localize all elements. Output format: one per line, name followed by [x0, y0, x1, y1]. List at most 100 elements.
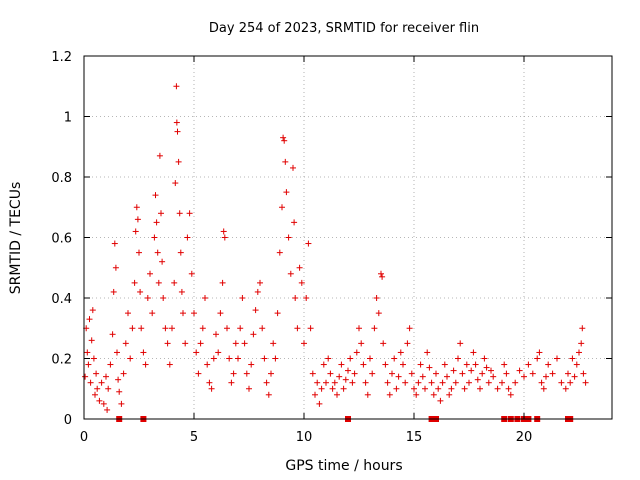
data-point [169, 325, 175, 332]
data-point [140, 349, 147, 356]
data-point [411, 385, 417, 392]
data-point [191, 310, 197, 317]
y-tick-label: 0 [64, 413, 72, 428]
data-point [246, 385, 252, 392]
data-point [164, 340, 171, 347]
data-point [166, 361, 173, 368]
data-point [175, 158, 182, 165]
data-point [338, 361, 345, 368]
data-point [336, 373, 343, 380]
data-point [358, 340, 365, 347]
data-point [173, 83, 180, 90]
data-point [118, 400, 125, 407]
data-point [111, 240, 118, 247]
data-point [296, 264, 303, 271]
data-point [86, 316, 93, 323]
data-point [340, 385, 347, 392]
data-point [579, 325, 586, 332]
data-point [152, 192, 159, 199]
data-point [84, 349, 91, 356]
data-point [160, 295, 167, 301]
data-point [217, 310, 224, 317]
data-point [280, 134, 287, 141]
data-point [499, 379, 505, 386]
data-point [426, 364, 433, 371]
data-point [536, 349, 543, 356]
data-point [380, 340, 387, 347]
data-point [90, 355, 97, 362]
data-point [114, 349, 120, 356]
data-point [294, 325, 301, 332]
data-point [131, 279, 138, 286]
chart-title: Day 254 of 2023, SRMTID for receiver fli… [209, 21, 479, 36]
data-point [137, 288, 144, 295]
data-point [276, 249, 283, 256]
data-point [154, 249, 161, 256]
data-point [220, 228, 227, 235]
x-tick-label: 0 [80, 430, 88, 445]
x-tick-label: 15 [406, 430, 423, 445]
data-point [395, 373, 402, 380]
data-point [320, 361, 327, 368]
data-point [241, 340, 248, 347]
data-point [483, 364, 490, 371]
data-point [375, 310, 382, 317]
data-point [155, 279, 162, 286]
data-point [565, 370, 571, 377]
data-point [132, 228, 139, 235]
data-point [400, 361, 406, 368]
data-point [177, 249, 184, 256]
data-point [237, 325, 244, 332]
data-point [263, 379, 270, 386]
data-point [580, 370, 587, 377]
data-point [446, 391, 453, 398]
data-point [549, 370, 556, 377]
data-point [408, 370, 415, 377]
data-point [232, 340, 239, 347]
data-point [96, 397, 103, 404]
data-point [439, 379, 446, 386]
data-point [309, 370, 316, 377]
data-point [452, 379, 459, 386]
data-point [178, 288, 185, 295]
data-point [404, 340, 411, 347]
data-point [402, 379, 409, 386]
data-point [329, 385, 336, 392]
data-point [210, 355, 217, 362]
data-point [204, 361, 211, 368]
data-point [88, 337, 95, 344]
data-point [162, 325, 169, 332]
data-point [228, 379, 235, 386]
data-point [538, 379, 545, 386]
data-point [213, 331, 219, 338]
data-point [521, 373, 527, 380]
data-point [351, 370, 358, 377]
data-point [261, 355, 268, 362]
data-point [307, 325, 314, 332]
data-point [422, 385, 428, 392]
data-point [360, 361, 367, 368]
data-point [103, 373, 109, 380]
data-point [104, 406, 111, 413]
data-point [129, 325, 136, 332]
x-axis-label: GPS time / hours [285, 458, 402, 474]
data-point [136, 249, 142, 256]
data-point [503, 370, 510, 377]
data-point [120, 370, 127, 377]
data-point [461, 385, 468, 392]
data-point [94, 385, 101, 392]
data-point [435, 385, 442, 392]
data-point [433, 370, 439, 377]
data-point [110, 288, 117, 295]
data-point [494, 385, 501, 392]
data-point [109, 331, 116, 338]
data-point [389, 370, 395, 377]
data-point [516, 367, 523, 374]
data-point [224, 325, 230, 332]
data-point [112, 264, 119, 271]
data-point [573, 361, 580, 368]
data-point [87, 379, 94, 386]
data-point [138, 325, 145, 332]
data-point [569, 355, 576, 362]
data-point [219, 279, 226, 286]
